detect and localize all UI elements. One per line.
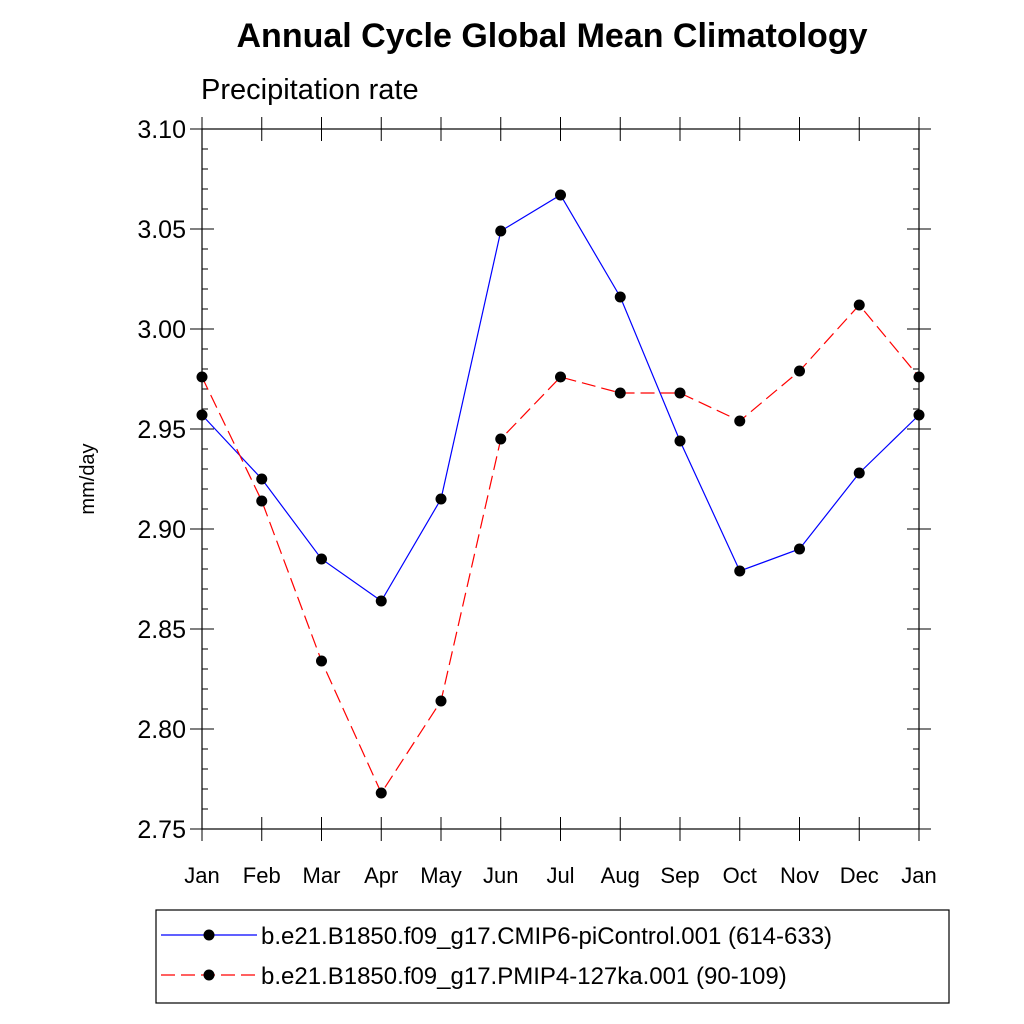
- data-point-series-1: [794, 543, 805, 555]
- data-point-series-1: [316, 553, 327, 565]
- y-axis-label: mm/day: [77, 443, 99, 514]
- legend-box: [155, 909, 950, 1004]
- data-point-series-1: [734, 565, 746, 577]
- data-point-series-1: [555, 189, 566, 201]
- x-tick-label: May: [420, 863, 462, 888]
- x-tick-label: Jul: [546, 863, 574, 888]
- tick-marks: [190, 117, 931, 841]
- data-point-series-1: [375, 595, 387, 607]
- x-tick-label: Jan: [184, 863, 219, 888]
- data-point-series-2: [196, 371, 208, 383]
- data-point-series-2: [794, 365, 805, 377]
- data-point-series-2: [495, 433, 507, 445]
- data-point-series-1: [495, 225, 507, 237]
- y-tick-label: 2.75: [137, 816, 186, 844]
- data-point-series-2: [256, 495, 268, 507]
- data-point-series-1: [435, 493, 447, 505]
- tick-labels: Jan Feb Mar Apr May Jun Jul Aug Sep Oct Nov Dec Jan 2…: [137, 116, 936, 888]
- series-group: [196, 189, 925, 799]
- x-tick-label: Nov: [780, 863, 819, 888]
- data-point-series-2: [435, 695, 447, 707]
- legend-label-2: b.e21.B1850.f09_g17.PMIP4-127ka.001 (90-…: [261, 963, 787, 990]
- data-point-series-2: [375, 787, 387, 799]
- data-point-series-2: [853, 299, 865, 311]
- legend-marker-1: [203, 929, 215, 941]
- x-tick-label: Jun: [483, 863, 518, 888]
- x-tick-label: Oct: [723, 863, 757, 888]
- data-point-series-1: [674, 435, 686, 447]
- data-point-series-2: [555, 371, 566, 383]
- x-tick-label: Aug: [601, 863, 640, 888]
- x-tick-label: Sep: [660, 863, 699, 888]
- data-point-series-2: [913, 371, 925, 383]
- x-tick-label: Mar: [303, 863, 341, 888]
- series-line-1: [201, 194, 920, 602]
- data-point-series-2: [614, 387, 626, 399]
- data-point-series-2: [316, 655, 327, 667]
- legend: b.e21.B1850.f09_g17.CMIP6-piControl.001 …: [161, 923, 832, 990]
- legend-marker-2: [203, 969, 215, 981]
- x-tick-label: Jan: [901, 863, 936, 888]
- data-point-series-2: [674, 387, 686, 399]
- data-point-series-2: [734, 415, 746, 427]
- y-tick-label: 3.10: [137, 116, 186, 144]
- y-tick-label: 2.85: [137, 616, 186, 644]
- y-tick-label: 2.90: [137, 516, 186, 544]
- data-point-series-1: [196, 409, 208, 421]
- x-tick-label: Dec: [840, 863, 879, 888]
- plot-frame: [201, 128, 920, 830]
- y-tick-label: 3.00: [137, 316, 186, 344]
- data-point-series-1: [853, 467, 865, 479]
- x-tick-label: Feb: [243, 863, 281, 888]
- legend-label-1: b.e21.B1850.f09_g17.CMIP6-piControl.001 …: [261, 923, 832, 950]
- y-tick-label: 2.95: [137, 416, 186, 444]
- chart-subtitle: Precipitation rate: [201, 74, 419, 106]
- y-tick-label: 2.80: [137, 716, 186, 744]
- data-point-series-1: [256, 473, 268, 485]
- data-point-series-1: [913, 409, 925, 421]
- chart-title: Annual Cycle Global Mean Climatology: [237, 17, 868, 55]
- data-point-series-1: [614, 291, 626, 303]
- x-tick-label: Apr: [364, 863, 398, 888]
- y-tick-label: 3.05: [137, 216, 186, 244]
